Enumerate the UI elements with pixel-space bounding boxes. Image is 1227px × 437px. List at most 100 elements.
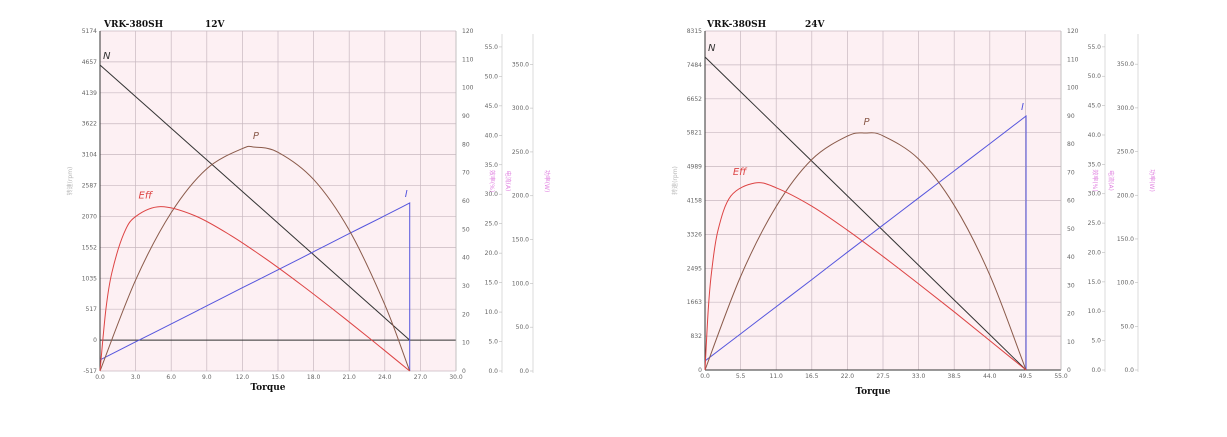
- series-line-eff: [99, 206, 411, 372]
- x-axis-label: Torque: [251, 383, 286, 393]
- right-y2-tick-label: 55.0: [1088, 44, 1102, 51]
- right-y2-tick-label: 15.0: [1088, 279, 1102, 286]
- right-y2-tick-label: 50.0: [1088, 73, 1102, 80]
- x-tick-label: 11.0: [770, 373, 784, 380]
- left-y-tick-label: 8315: [687, 28, 702, 35]
- x-tick-label: 27.0: [414, 374, 428, 381]
- left-y-tick-label: 3622: [82, 121, 97, 128]
- right-y1-axis-title: 效率(%): [488, 170, 496, 192]
- right-y2-tick-label: 5.0: [488, 339, 498, 346]
- right-y2-tick-label: 25.0: [485, 221, 499, 228]
- right-y1-tick-label: 10: [1067, 339, 1075, 346]
- right-y1-tick-label: 40: [462, 255, 470, 262]
- series-line-p: [704, 132, 1027, 371]
- right-y3-tick-label: 0.0: [519, 368, 529, 375]
- right-y1-tick-label: 80: [462, 141, 470, 148]
- left-y-tick-label: 3326: [687, 231, 702, 238]
- series-label-i: I: [405, 189, 408, 200]
- right-y2-tick-label: 0.0: [488, 368, 498, 375]
- right-y2-tick-label: 45.0: [485, 103, 499, 110]
- right-y3-axis-title: 功率(W): [1148, 169, 1156, 192]
- right-y1-tick-label: 110: [462, 56, 474, 63]
- right-y2-tick-label: 30.0: [485, 191, 499, 198]
- x-tick-label: 22.0: [841, 373, 855, 380]
- x-tick-label: 16.5: [805, 373, 819, 380]
- right-y1-axis-title: 效率(%): [1091, 169, 1099, 191]
- series-label-eff: Eff: [733, 167, 748, 178]
- x-tick-label: 0.0: [700, 373, 710, 380]
- x-tick-label: 18.0: [307, 374, 321, 381]
- left-y-tick-label: 832: [691, 333, 703, 340]
- right-y3-tick-label: 250.0: [512, 149, 529, 156]
- right-y1-tick-label: 60: [462, 198, 470, 205]
- right-y2-tick-label: 50.0: [485, 73, 499, 80]
- x-tick-label: 38.5: [948, 373, 962, 380]
- x-tick-label: 21.0: [343, 374, 357, 381]
- left-y-tick-label: 2495: [687, 265, 702, 272]
- right-y1-tick-label: 40: [1067, 254, 1075, 261]
- right-y1-tick-label: 90: [1067, 113, 1075, 120]
- left-y-axis-title: 转速(rpm): [671, 166, 679, 195]
- x-tick-label: 5.5: [736, 373, 746, 380]
- left-y-tick-label: 4139: [82, 90, 97, 97]
- series-line-eff: [704, 182, 1027, 371]
- left-y-tick-label: 1552: [82, 244, 97, 251]
- x-tick-label: 0.0: [95, 374, 105, 381]
- left-y-tick-label: 7484: [687, 62, 702, 69]
- x-tick-label: 9.0: [202, 374, 212, 381]
- series-label-i: I: [1021, 102, 1024, 113]
- right-y2-tick-label: 10.0: [485, 309, 499, 316]
- x-axis-label: Torque: [856, 387, 891, 397]
- x-tick-label: 15.0: [271, 374, 285, 381]
- x-tick-label: 33.0: [912, 373, 926, 380]
- right-y1-tick-label: 30: [462, 283, 470, 290]
- right-y3-tick-label: 200.0: [1117, 192, 1134, 199]
- right-y1-tick-label: 50: [1067, 226, 1075, 233]
- left-y-tick-label: 5821: [687, 130, 702, 137]
- right-y2-tick-label: 35.0: [485, 162, 499, 169]
- left-y-tick-label: 2587: [82, 183, 97, 190]
- x-tick-label: 30.0: [449, 374, 463, 381]
- left-y-tick-label: 4989: [687, 164, 702, 171]
- left-y-axis-title: 转速(rpm): [66, 167, 74, 196]
- right-y2-tick-label: 20.0: [1088, 249, 1102, 256]
- right-y3-tick-label: 100.0: [1117, 280, 1134, 287]
- right-y1-tick-label: 100: [462, 85, 474, 92]
- left-y-tick-label: 0: [93, 337, 97, 344]
- right-y2-axis-title: 电流(A): [504, 171, 512, 192]
- right-y1-tick-label: 100: [1067, 85, 1079, 92]
- left-y-tick-label: 4657: [82, 59, 97, 66]
- right-y1-tick-label: 70: [462, 170, 470, 177]
- left-y-tick-label: -517: [83, 368, 97, 375]
- chart-24V: 0.0 5.5 11.0 16.5 22.0 27.5 33.0 38.5 44.0 49.5 55…: [671, 20, 1156, 397]
- right-y2-tick-label: 40.0: [485, 132, 499, 139]
- right-y1-tick-label: 120: [1067, 28, 1079, 35]
- x-tick-label: 49.5: [1019, 373, 1033, 380]
- left-y-tick-label: 4158: [687, 198, 702, 205]
- right-y1-tick-label: 90: [462, 113, 470, 120]
- left-y-tick-label: 517: [86, 306, 98, 313]
- right-y3-tick-label: 300.0: [1117, 105, 1134, 112]
- right-y1-tick-label: 120: [462, 28, 474, 35]
- right-y1-tick-label: 110: [1067, 56, 1079, 63]
- right-y1-tick-label: 20: [462, 311, 470, 318]
- left-y-tick-label: 2070: [82, 213, 97, 220]
- x-tick-label: 55.0: [1054, 373, 1068, 380]
- right-y3-tick-label: 0.0: [1124, 367, 1134, 374]
- right-y1-tick-label: 20: [1067, 311, 1075, 318]
- right-y2-tick-label: 15.0: [485, 280, 499, 287]
- right-y2-axis-title: 电流(A): [1107, 170, 1115, 191]
- series-label-eff: Eff: [139, 191, 154, 202]
- series-line-n: [99, 64, 411, 341]
- right-y2-tick-label: 20.0: [485, 250, 499, 257]
- left-y-tick-label: 1663: [687, 299, 702, 306]
- x-tick-label: 12.0: [236, 374, 250, 381]
- x-tick-label: 3.0: [131, 374, 141, 381]
- x-tick-label: 6.0: [166, 374, 176, 381]
- right-y1-tick-label: 70: [1067, 169, 1075, 176]
- right-y3-tick-label: 50.0: [1121, 323, 1135, 330]
- left-y-tick-label: 0: [698, 367, 702, 374]
- series-label-n: N: [708, 43, 716, 54]
- right-y1-tick-label: 10: [462, 340, 470, 347]
- right-y2-tick-label: 30.0: [1088, 191, 1102, 198]
